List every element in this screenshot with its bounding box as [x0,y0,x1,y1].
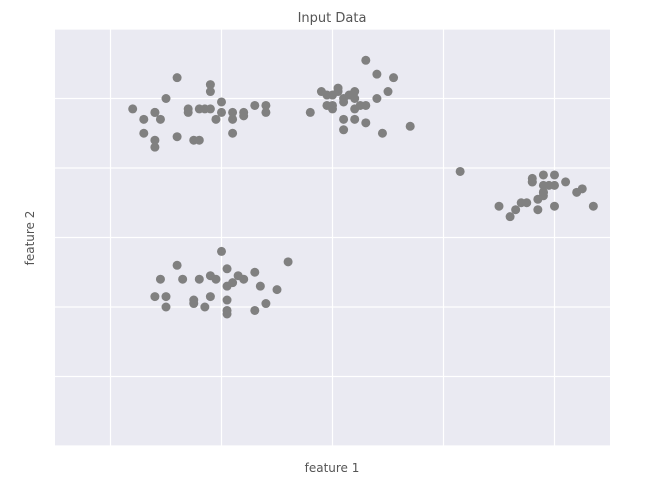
data-points [128,55,598,319]
data-point [361,55,371,65]
data-point [261,299,271,309]
data-point [183,104,193,114]
data-point [233,271,243,281]
data-point [194,274,204,284]
data-point [538,180,548,190]
data-point [533,194,543,204]
data-point [550,170,559,180]
data-point [538,187,548,197]
data-point [455,166,465,176]
data-point [150,142,160,152]
data-point [322,90,332,100]
data-point [217,97,226,107]
data-point [139,128,149,138]
data-point [178,274,188,284]
data-point [283,257,293,267]
data-point [150,292,160,302]
data-point [339,114,349,124]
data-point [372,94,382,103]
data-point [239,107,249,117]
data-point [505,212,515,222]
data-point [494,201,504,211]
data-point [155,114,165,124]
data-point [155,274,165,284]
data-point [217,246,226,256]
data-point [272,285,282,295]
data-point [533,205,543,215]
data-point [389,73,399,83]
data-point [222,295,232,305]
data-point [150,107,160,117]
data-point [322,100,332,110]
data-point [344,90,354,100]
data-point [172,132,182,142]
data-point [222,305,232,315]
data-point [172,73,182,83]
data-point [139,114,149,124]
data-point [250,100,260,110]
data-point [350,104,360,114]
data-point [577,184,587,194]
data-point [200,302,210,312]
data-point [161,292,171,302]
data-point [305,107,315,117]
data-point [372,69,382,79]
data-point [527,173,537,183]
data-point [217,107,226,117]
data-point [550,201,559,211]
data-point [250,305,260,315]
data-point [205,292,215,302]
data-point [588,201,598,211]
data-point [339,125,349,135]
data-point [228,114,238,124]
data-point [377,128,387,138]
data-point [150,135,160,145]
data-point [333,87,343,97]
data-point [161,94,171,103]
data-point [250,267,260,277]
data-point [172,260,182,270]
data-point [189,299,199,309]
data-point [211,114,221,124]
data-point [561,177,571,187]
data-point [361,100,371,110]
data-point [128,104,138,114]
data-point [211,274,221,284]
data-point [261,107,271,117]
data-point [205,80,215,90]
y-axis-label: feature 2 [23,211,37,266]
data-point [538,170,548,180]
data-point [361,118,371,128]
data-point [261,100,271,110]
chart-title: Input Data [298,11,367,26]
data-point [228,128,238,138]
data-point [255,281,265,291]
data-point [194,135,204,145]
data-point [350,114,360,124]
data-point [200,104,210,114]
data-point [222,281,232,291]
data-point [339,97,349,107]
data-point [228,107,238,117]
data-point [405,121,415,131]
data-point [205,87,215,97]
data-point [522,198,532,208]
x-axis-label: feature 1 [305,461,360,475]
data-point [511,205,521,215]
data-point [383,87,393,97]
data-point [161,302,171,312]
data-point [222,264,232,274]
